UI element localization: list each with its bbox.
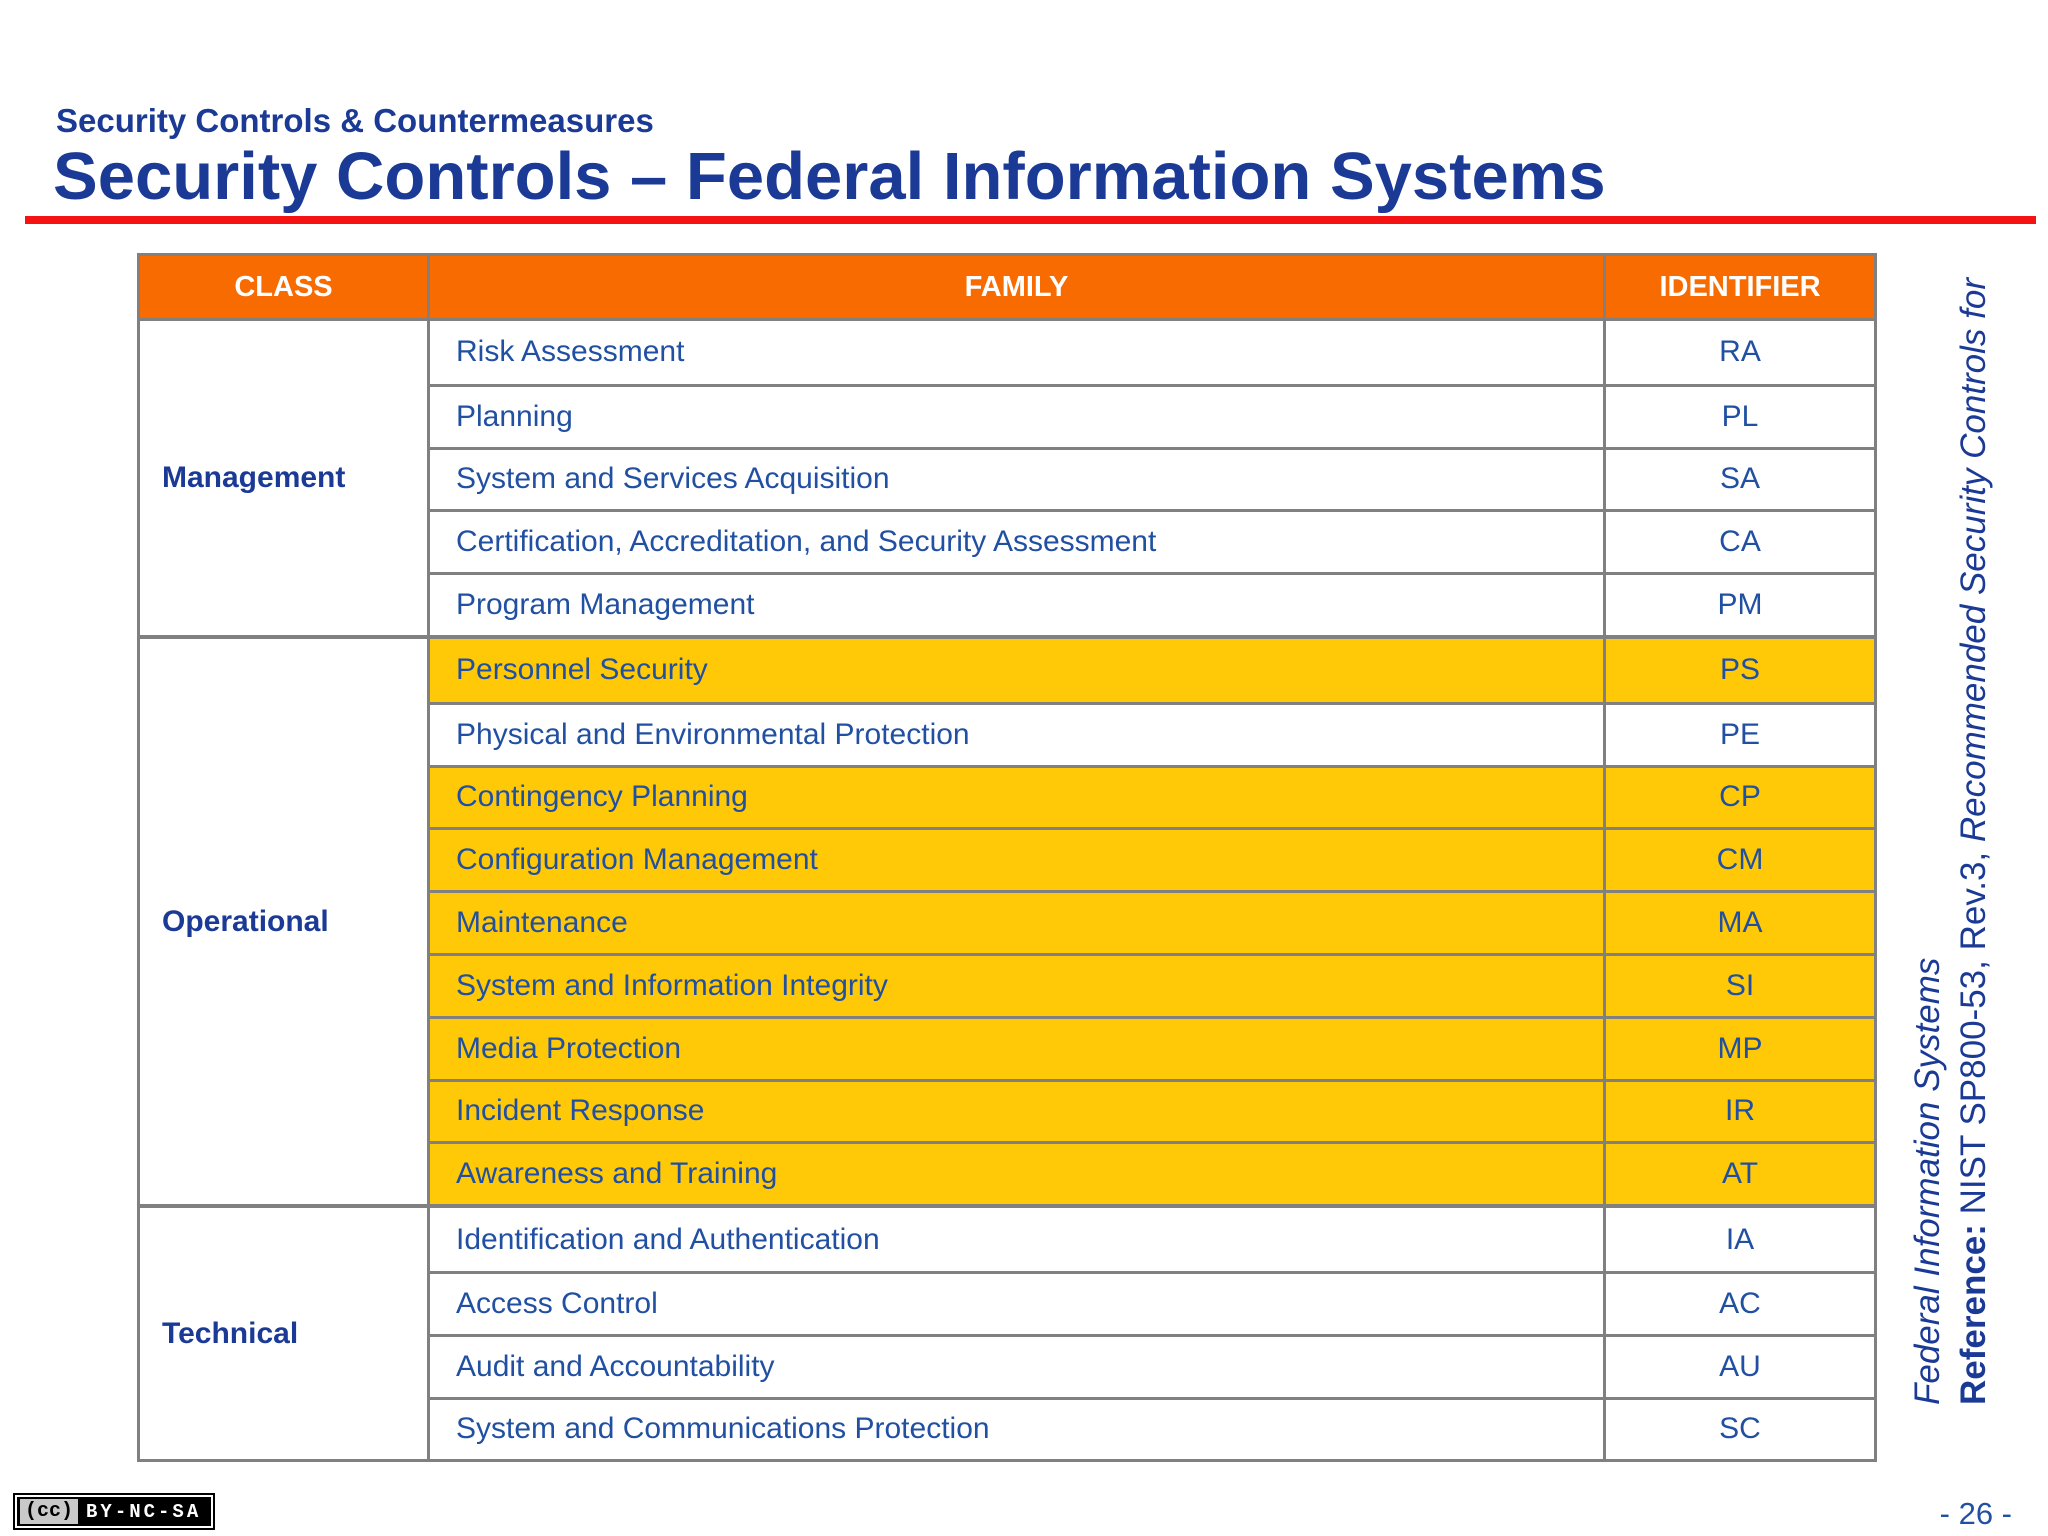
family-cell: Awareness and Training [430,1144,1603,1205]
family-cell: Physical and Environmental Protection [456,717,970,751]
controls-table: CLASS FAMILY IDENTIFIER Management Risk A… [137,253,1877,1463]
family-cell: Maintenance [430,893,1603,953]
class-cell: Operational [140,638,430,1205]
page-number: - 26 - [1939,1496,2012,1531]
table-row: System and Information Integrity SI [430,952,1874,1016]
class-group: Operational Personnel Security PS Physical … [140,634,1874,1205]
table-row: Maintenance MA [430,890,1874,953]
identifier-cell: PL [1603,386,1874,447]
identifier-cell: CP [1603,767,1874,828]
identifier-cell: SA [1603,449,1874,510]
family-cell: Planning [456,399,573,433]
table-row: System and Services Acquisition SA [430,446,1874,510]
identifier-cell: PS [1603,638,1874,702]
family-cell: Program Management [456,588,755,622]
table-row: Personnel Security PS [430,638,1874,702]
table-row: Physical and Environmental Protection PE [430,701,1874,765]
table-row: Contingency Planning CP [430,764,1874,828]
table-header-row: CLASS FAMILY IDENTIFIER [140,256,1874,321]
family-cell: Media Protection [430,1018,1603,1079]
identifier-cell: PM [1603,575,1874,635]
identifier-cell: AT [1603,1144,1874,1205]
table-row: System and Communications Protection SC [430,1396,1874,1460]
table-row: Program Management PM [430,572,1874,635]
identifier-cell: RA [1603,321,1874,384]
family-cell: Certification, Accreditation, and Securi… [456,525,1157,559]
table-row: Certification, Accreditation, and Securi… [430,509,1874,573]
table-row: Planning PL [430,383,1874,447]
family-cell: System and Communications Protection [456,1412,990,1446]
table-row: Incident Response IR [430,1078,1874,1142]
family-cell: System and Services Acquisition [456,462,890,496]
class-group-rows: Personnel Security PS Physical and Environ… [430,638,1874,1205]
cc-license-label: BY-NC-SA [86,1500,202,1523]
family-cell: Audit and Accountability [456,1349,775,1383]
table-row: Access Control AC [430,1270,1874,1334]
page-title: Security Controls – Federal Information … [53,139,1606,214]
family-cell: System and Information Integrity [430,955,1603,1016]
title-underline [25,216,2036,224]
family-cell: Configuration Management [430,830,1603,891]
table-row: Awareness and Training AT [430,1141,1874,1205]
family-cell: Incident Response [430,1081,1603,1142]
class-group-rows: Identification and Authentication IA Acces… [430,1208,1874,1460]
class-group: Management Risk Assessment RA Planning PL Sys… [140,321,1874,635]
family-cell: Identification and Authentication [456,1222,880,1256]
class-group: Technical Identification and Authenticati… [140,1204,1874,1460]
identifier-cell: AC [1603,1273,1874,1334]
identifier-cell: SI [1603,955,1874,1016]
identifier-cell: AU [1603,1336,1874,1397]
family-cell: Personnel Security [430,638,1603,702]
class-cell: Technical [140,1208,430,1460]
identifier-cell: IA [1603,1208,1874,1271]
reference-note: Federal Information Systems Reference: N… [1905,278,1999,1405]
cc-license-inner: (cc) BY-NC-SA [17,1497,212,1526]
cc-license-badge: (cc) BY-NC-SA [13,1493,216,1530]
reference-line-1: Reference: NIST SP800-53, Rev.3, Recomme… [1953,278,1993,1405]
column-header-identifier: IDENTIFIER [1603,256,1874,318]
table-body: Management Risk Assessment RA Planning PL Sys… [140,321,1874,1460]
table-row: Risk Assessment RA [430,321,1874,384]
family-cell: Contingency Planning [430,767,1603,828]
table-row: Identification and Authentication IA [430,1208,1874,1271]
family-cell: Risk Assessment [456,335,685,369]
identifier-cell: MA [1603,893,1874,953]
identifier-cell: CM [1603,830,1874,891]
cc-logo-icon: (cc) [20,1499,79,1524]
table-row: Media Protection MP [430,1015,1874,1079]
identifier-cell: SC [1603,1399,1874,1460]
column-header-class: CLASS [140,256,430,318]
column-header-family: FAMILY [964,270,1069,303]
slide-eyebrow: Security Controls & Countermeasures [56,102,654,139]
table-row: Audit and Accountability AU [430,1333,1874,1397]
identifier-cell: MP [1603,1018,1874,1079]
class-group-rows: Risk Assessment RA Planning PL System and Se… [430,321,1874,635]
reference-line-2: Federal Information Systems [1908,957,1947,1405]
identifier-cell: IR [1603,1081,1874,1142]
identifier-cell: PE [1603,704,1874,765]
identifier-cell: CA [1603,512,1874,573]
table-row: Configuration Management CM [430,827,1874,891]
class-cell: Management [140,321,430,635]
family-cell: Access Control [456,1286,658,1320]
